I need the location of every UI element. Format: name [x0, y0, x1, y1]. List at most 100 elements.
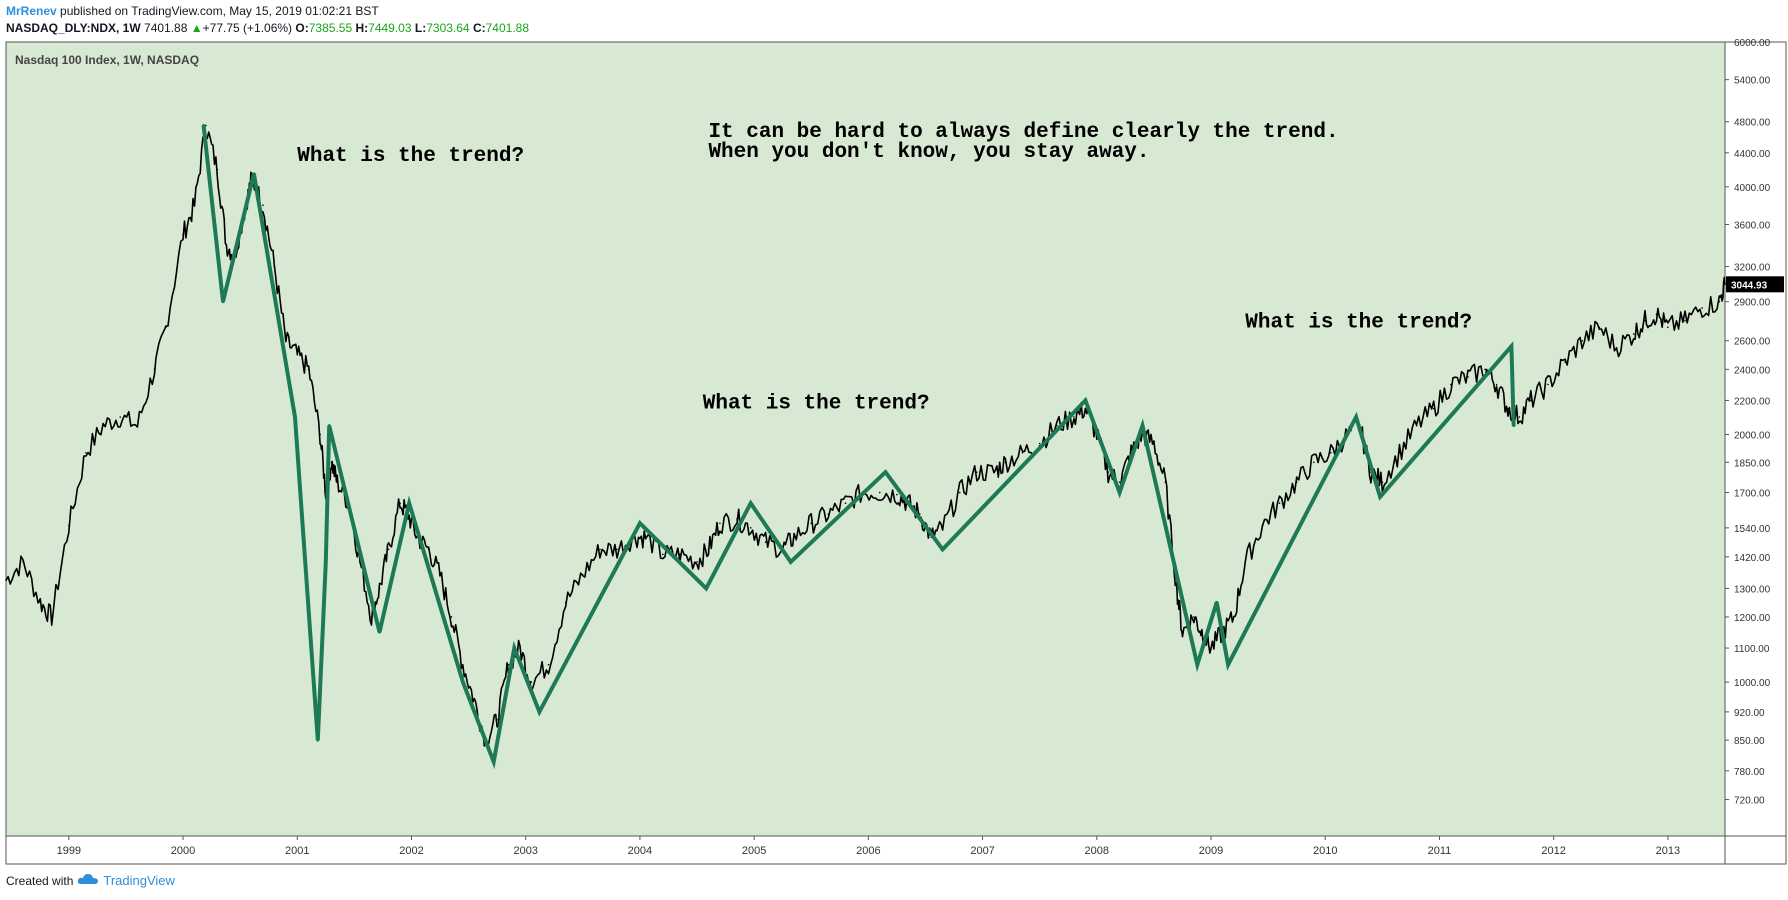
y-tick-label: 2900.00 [1734, 298, 1771, 309]
price-point [1330, 452, 1332, 454]
chart-frame [5, 41, 1787, 865]
price-point [1056, 424, 1058, 427]
price-point [582, 574, 584, 576]
trend-point [749, 501, 753, 505]
price-point [182, 233, 184, 236]
price-scale[interactable] [1725, 42, 1786, 836]
y-tick-label: 1850.00 [1734, 458, 1771, 469]
price-point [193, 204, 196, 206]
price-point [165, 326, 167, 329]
price-point [330, 461, 333, 464]
price-point [679, 553, 681, 556]
price-point [1313, 461, 1315, 464]
y-tick-label: 1700.00 [1734, 489, 1771, 500]
low-value: 7303.64 [426, 21, 470, 35]
y-tick-label: 1000.00 [1734, 678, 1771, 689]
price-point [1084, 407, 1087, 410]
price-point [810, 522, 813, 525]
price-point [976, 471, 978, 473]
annotation-text: What is the trend? [1245, 311, 1472, 334]
y-tick-label: 1300.00 [1734, 584, 1771, 595]
price-point [136, 424, 139, 427]
y-tick-label: 3600.00 [1734, 220, 1771, 231]
published-text: published on TradingView.com, May 15, 20… [60, 4, 379, 18]
price-point [1667, 326, 1669, 329]
publish-info: MrRenev published on TradingView.com, Ma… [6, 4, 379, 18]
chart-title: Nasdaq 100 Index, 1W, NASDAQ [15, 53, 199, 67]
last-price-tag-bg [1726, 276, 1784, 293]
trend-point [1512, 424, 1516, 428]
price-change: +77.75 (+1.06%) [202, 21, 293, 35]
trend-point [202, 123, 206, 127]
trend-point [327, 424, 331, 428]
trend-point [789, 560, 793, 564]
price-point [530, 681, 533, 683]
y-tick-label: 4800.00 [1734, 118, 1771, 129]
price-point [616, 548, 618, 551]
trend-line-series [201, 123, 1516, 770]
triangle-up-icon: ▲ [190, 21, 203, 35]
price-point [85, 452, 87, 454]
price-point [1295, 481, 1298, 483]
price-point [1684, 319, 1686, 322]
price-point [1244, 561, 1247, 563]
trend-point [638, 521, 642, 525]
x-tick-label: 2006 [856, 845, 880, 857]
price-point [1484, 368, 1486, 371]
annotation-text: When you don't know, you stay away. [708, 141, 1149, 164]
trend-point [1083, 398, 1087, 402]
y-tick-label: 3200.00 [1734, 263, 1771, 274]
price-point [22, 561, 24, 563]
price-point [262, 204, 264, 206]
price-point [661, 553, 664, 556]
price-point [399, 502, 401, 505]
price-point [439, 574, 441, 576]
price-point [1495, 383, 1498, 386]
price-point [1233, 616, 1235, 618]
price-line [5, 131, 1726, 748]
price-point [1153, 442, 1155, 445]
plot-area[interactable] [6, 42, 1725, 836]
price-point [496, 718, 498, 721]
x-tick-label: 2009 [1199, 845, 1223, 857]
y-axis: 720.00 780.00 850.00 920.00 1000.00 1100.00 12… [1725, 38, 1771, 806]
price-point [1432, 407, 1435, 410]
price-point [1398, 452, 1401, 454]
annotation-text: What is the trend? [703, 393, 930, 416]
price-point [1507, 407, 1509, 410]
price-point [844, 502, 847, 505]
price-point [644, 536, 647, 539]
price-point [370, 616, 373, 618]
tradingview-logo-text[interactable]: TradingView [103, 873, 175, 888]
price-point [878, 491, 881, 494]
annotation-text: It can be hard to always define clearly … [708, 121, 1338, 144]
price-point [1581, 339, 1584, 342]
close-value: 7401.88 [485, 21, 530, 35]
price-point [1530, 399, 1532, 402]
time-scale[interactable] [6, 836, 1725, 864]
y-tick-label: 1100.00 [1734, 644, 1770, 655]
x-tick-label: 2002 [399, 845, 423, 857]
open-value: 7385.55 [308, 21, 353, 35]
price-point [1201, 631, 1203, 633]
price-point [1615, 346, 1618, 349]
y-tick-label: 2400.00 [1734, 365, 1771, 376]
price-point [296, 353, 299, 356]
price-point [1724, 283, 1726, 286]
price-point [958, 491, 961, 494]
y-tick-label: 720.00 [1734, 795, 1765, 806]
price-point [1415, 424, 1418, 427]
price-point [273, 265, 276, 268]
trend-point [883, 470, 887, 474]
trend-point [293, 415, 297, 419]
trend-point [407, 501, 411, 505]
price-point [450, 616, 453, 618]
price-point [1547, 383, 1549, 386]
price-point [1467, 376, 1469, 378]
price-point [1261, 524, 1264, 527]
author-link[interactable]: MrRenev [6, 4, 57, 18]
price-point [519, 647, 521, 649]
x-axis: 1999 2000 2001 2002 2003 2004 2005 2006 2007 2008… [57, 836, 1680, 857]
y-tick-label: 1420.00 [1734, 553, 1771, 564]
